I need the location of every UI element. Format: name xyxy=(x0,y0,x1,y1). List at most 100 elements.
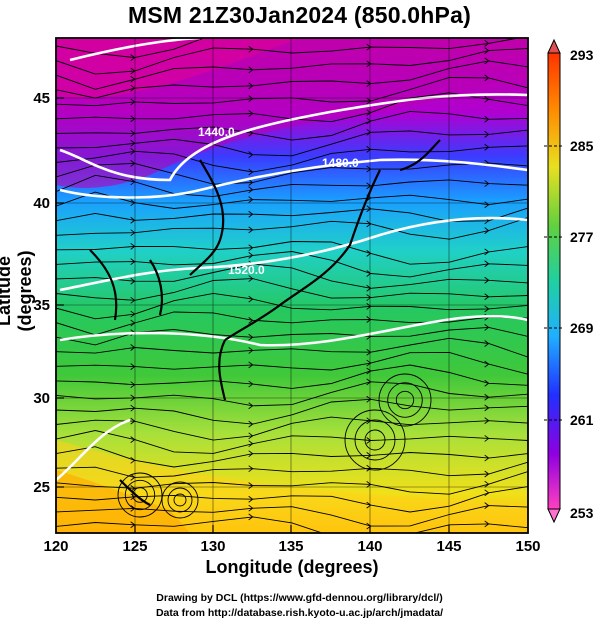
streamline-arrow xyxy=(484,305,490,313)
streamline-arrow xyxy=(484,47,490,55)
streamline-arrow xyxy=(248,179,254,186)
contour-label-1480: 1480.0 xyxy=(322,156,359,170)
xtick-label: 140 xyxy=(357,538,382,555)
streamline-arrow xyxy=(485,30,489,36)
streamline-arrow xyxy=(366,481,372,488)
streamline-arrow xyxy=(366,43,372,51)
streamline-arrow xyxy=(366,80,372,88)
streamline-arrow xyxy=(248,226,254,234)
streamline-arrow xyxy=(484,95,490,103)
footer-credit-drawing: Drawing by DCL (https://www.gfd-dennou.o… xyxy=(156,592,443,604)
streamline-arrow xyxy=(484,40,490,47)
streamline-swirl xyxy=(173,493,187,507)
streamline-arrow xyxy=(130,277,136,285)
streamline-arrow xyxy=(248,210,254,218)
streamline-arrow xyxy=(366,367,372,375)
colorbar: 293 285 277 269 261 253 xyxy=(544,38,594,524)
streamline-arrow xyxy=(130,296,136,304)
y-tick-marks xyxy=(56,97,450,533)
streamline-arrow xyxy=(366,145,372,153)
ytick-label: 45 xyxy=(33,90,50,107)
streamline-arrow xyxy=(130,344,136,351)
streamline-arrow xyxy=(130,436,136,443)
streamline-arrow xyxy=(248,275,254,282)
streamline-arrow xyxy=(366,348,372,356)
coastlines xyxy=(89,139,441,506)
streamline-arrow xyxy=(248,82,254,90)
streamline-arrow xyxy=(366,522,372,530)
streamline-arrow xyxy=(366,220,372,228)
height-contours xyxy=(56,38,528,481)
streamline-arrow xyxy=(248,295,254,303)
streamline-arrow xyxy=(484,115,490,123)
streamline-arrow xyxy=(130,199,136,207)
streamline-arrow xyxy=(366,395,372,403)
streamline-arrow xyxy=(366,302,372,310)
streamline-arrow xyxy=(248,196,254,204)
streamline-arrow xyxy=(248,450,254,458)
streamline-arrow xyxy=(484,435,490,442)
colorbar-tick-label: 277 xyxy=(570,229,594,245)
plot-frame xyxy=(55,37,529,534)
streamline-arrow xyxy=(366,294,372,301)
streamline-arrow xyxy=(484,293,490,301)
streamline-arrow xyxy=(130,178,136,186)
streamline-arrow xyxy=(484,393,490,401)
streamline-arrow xyxy=(130,417,136,425)
streamline-arrow xyxy=(366,117,372,125)
streamline-arrow xyxy=(484,131,490,138)
streamline-arrow xyxy=(130,258,136,265)
streamline-arrow xyxy=(366,464,372,472)
streamline-arrow xyxy=(366,270,372,277)
streamline-arrow xyxy=(484,520,490,528)
streamline-arrow xyxy=(130,54,136,61)
streamline-arrow xyxy=(484,324,490,331)
streamline-arrow xyxy=(366,165,372,173)
streamline-swirl xyxy=(395,390,415,410)
streamline-arrow xyxy=(248,333,254,341)
ytick-label: 30 xyxy=(33,390,50,407)
streamline-swirl xyxy=(161,481,199,519)
streamline-arrow xyxy=(248,361,254,369)
xtick-label: 120 xyxy=(43,538,68,555)
xtick-label: 145 xyxy=(436,538,461,555)
streamline-arrow xyxy=(130,67,136,75)
streamline-arrow xyxy=(248,482,254,489)
streamline-arrow xyxy=(248,244,254,252)
streamline-arrow xyxy=(248,45,254,53)
xtick-label: 125 xyxy=(122,538,147,555)
streamline-arrow xyxy=(130,139,136,147)
streamline-arrow xyxy=(130,456,136,464)
streamline-arrow xyxy=(130,363,136,371)
streamline-arrow xyxy=(484,180,490,187)
streamline-arrow xyxy=(248,513,254,521)
streamline-arrow xyxy=(130,75,136,83)
map-title: MSM 21Z30Jan2024 (850.0hPa) xyxy=(128,2,471,28)
streamline-swirl xyxy=(344,409,406,471)
streamline-arrow xyxy=(248,440,254,448)
streamline-arrow xyxy=(248,252,254,259)
streamline-swirl xyxy=(364,429,386,451)
streamline-arrow xyxy=(130,216,136,224)
streamline-arrow xyxy=(484,260,490,268)
ytick-label: 25 xyxy=(33,479,50,496)
streamline-swirl xyxy=(117,472,163,518)
streamline-arrow xyxy=(366,60,372,68)
xtick-label: 150 xyxy=(515,538,540,555)
streamline-arrow xyxy=(484,276,490,284)
streamline-swirl xyxy=(354,419,396,461)
streamline-arrow xyxy=(484,340,490,347)
streamline-arrow xyxy=(130,160,136,167)
streamline-arrow xyxy=(484,379,490,387)
colorbar-tick-label: 285 xyxy=(570,138,594,154)
streamline-arrow xyxy=(130,319,136,327)
streamline-arrow xyxy=(366,109,372,116)
streamline-arrow xyxy=(248,495,254,503)
streamline-arrow xyxy=(130,404,136,412)
colorbar-tick-label: 269 xyxy=(570,320,594,336)
streamline-arrow xyxy=(248,402,254,410)
streamline-arrow xyxy=(248,347,254,354)
temperature-field xyxy=(56,30,528,533)
streamline-arrow xyxy=(484,454,490,462)
